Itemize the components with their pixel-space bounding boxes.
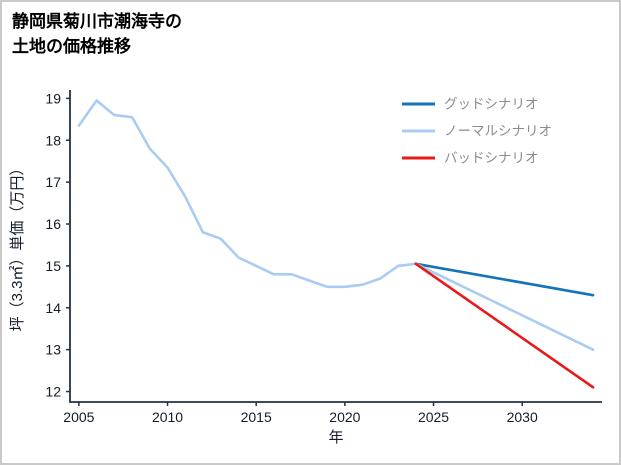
x-tick-label: 2025	[418, 409, 449, 425]
y-tick-label: 14	[45, 300, 61, 316]
y-tick-label: 18	[45, 132, 61, 148]
series-line-価格実績	[77, 99, 418, 289]
legend-label: ノーマルシナリオ	[444, 124, 552, 139]
x-axis-label: 年	[328, 429, 343, 446]
y-tick-label: 12	[45, 384, 61, 400]
series-line-ノーマルシナリオ	[414, 262, 595, 352]
x-tick-label: 2030	[507, 409, 538, 425]
x-tick-label: 2010	[152, 409, 183, 425]
chart-title-line2: 土地の価格推移	[12, 36, 131, 56]
series-line-グッドシナリオ	[414, 262, 595, 297]
legend-label: バッドシナリオ	[444, 151, 539, 166]
chart-title-line1: 静岡県菊川市潮海寺の	[12, 12, 182, 31]
series-line-バッドシナリオ	[414, 262, 595, 389]
y-tick-label: 15	[45, 258, 61, 274]
y-tick-label: 17	[45, 174, 61, 190]
chart-title: 静岡県菊川市潮海寺の 土地の価格推移	[12, 10, 182, 59]
y-tick-label: 16	[45, 216, 61, 232]
x-tick-label: 2015	[241, 409, 272, 425]
y-tick-label: 13	[45, 342, 61, 358]
x-tick-label: 2020	[329, 409, 360, 425]
x-tick-label: 2005	[63, 409, 94, 425]
y-tick-label: 19	[45, 90, 61, 106]
y-axis-label: 坪（3.3㎡）単価（万円）	[9, 161, 26, 332]
axes-spines	[69, 90, 602, 403]
legend-label: グッドシナリオ	[444, 97, 539, 112]
